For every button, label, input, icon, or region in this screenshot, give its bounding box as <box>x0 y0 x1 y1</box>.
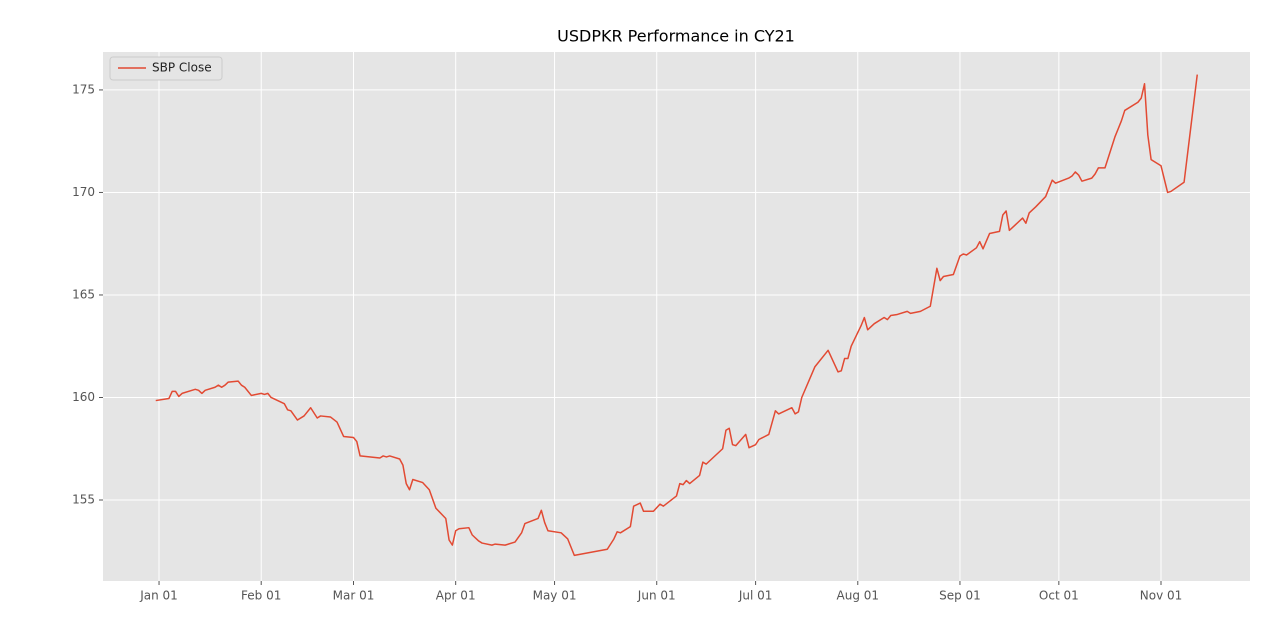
chart-title: USDPKR Performance in CY21 <box>557 27 795 46</box>
y-tick-label: 165 <box>72 287 95 301</box>
x-tick-label: Sep 01 <box>939 589 981 603</box>
x-tick-label: Jan 01 <box>139 589 178 603</box>
x-tick-label: Jul 01 <box>738 589 773 603</box>
x-tick-label: Oct 01 <box>1039 589 1079 603</box>
x-tick-label: Mar 01 <box>333 589 375 603</box>
x-tick-label: Jun 01 <box>637 589 676 603</box>
legend-box <box>109 56 223 81</box>
y-tick-label: 155 <box>72 493 95 507</box>
plot-area <box>103 52 1250 581</box>
x-tick-label: Nov 01 <box>1140 589 1183 603</box>
y-tick-label: 160 <box>72 390 95 404</box>
x-tick-label: May 01 <box>533 589 577 603</box>
x-tick-label: Apr 01 <box>436 589 476 603</box>
grid: 155 160 165 170 175 Jan 01 Feb 01 Mar 01 Apr 01 M… <box>72 52 1250 603</box>
x-tick-label: Feb 01 <box>241 589 281 603</box>
legend: SBP Close <box>109 56 223 81</box>
y-tick-label: 170 <box>72 185 95 199</box>
line-series <box>155 74 1199 557</box>
legend-label: SBP Close <box>152 61 212 75</box>
y-tick-label: 175 <box>72 82 95 96</box>
x-tick-label: Aug 01 <box>837 589 880 603</box>
marks <box>155 74 1199 557</box>
